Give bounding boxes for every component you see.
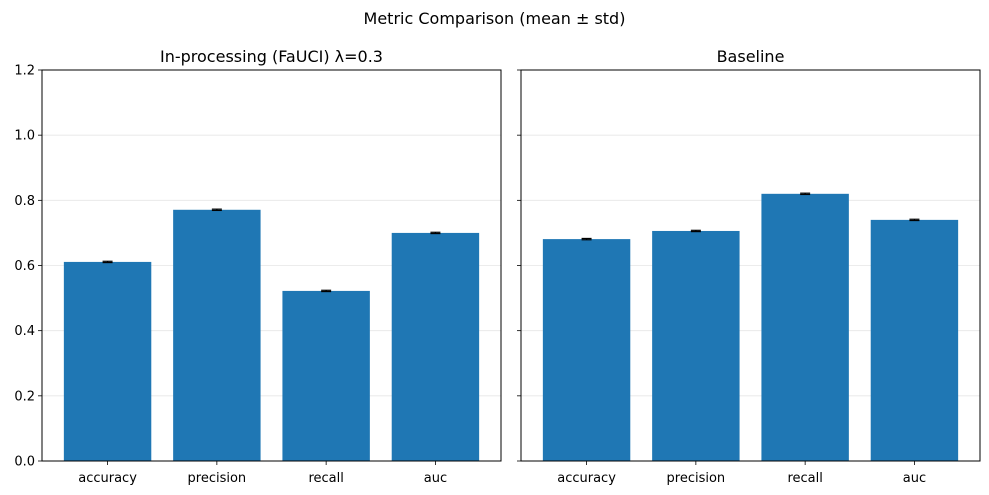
x-tick-label: accuracy: [78, 471, 137, 486]
y-tick-label: 1.2: [14, 64, 35, 79]
left-panel: accuracy precision recall auc 0.0 0.2 0.4 0.6 0.…: [14, 47, 502, 486]
figure-suptitle: Metric Comparison (mean ± std): [364, 9, 626, 28]
y-tick-label: 0.8: [14, 194, 35, 209]
y-tick-label: 0.2: [14, 389, 35, 404]
bar-accuracy: [63, 261, 152, 461]
bar-auc: [870, 219, 959, 461]
y-tick-label: 0.6: [14, 259, 35, 274]
bar-accuracy: [542, 239, 631, 461]
panel-title: Baseline: [717, 47, 785, 66]
x-tick-label: auc: [424, 471, 447, 486]
x-tick-label: accuracy: [557, 471, 616, 486]
x-tick-label: recall: [308, 471, 343, 486]
axes-frame: [41, 69, 502, 462]
bar-precision: [173, 209, 261, 461]
axes-frame: [520, 69, 981, 462]
x-tick-label: precision: [667, 471, 726, 486]
y-tick-label: 1.0: [14, 129, 35, 144]
panel-title: In-processing (FaUCI) λ=0.3: [160, 47, 383, 66]
bar-recall: [282, 290, 370, 461]
bar-precision: [652, 230, 740, 461]
x-tick-label: recall: [787, 471, 822, 486]
right-panel: accuracy precision recall auc Baseline: [517, 47, 981, 486]
bar-recall: [761, 193, 849, 462]
x-tick-label: precision: [188, 471, 247, 486]
y-tick-label: 0.4: [14, 324, 35, 339]
x-tick-label: auc: [903, 471, 926, 486]
bar-auc: [391, 232, 480, 461]
y-tick-label: 0.0: [14, 455, 35, 470]
